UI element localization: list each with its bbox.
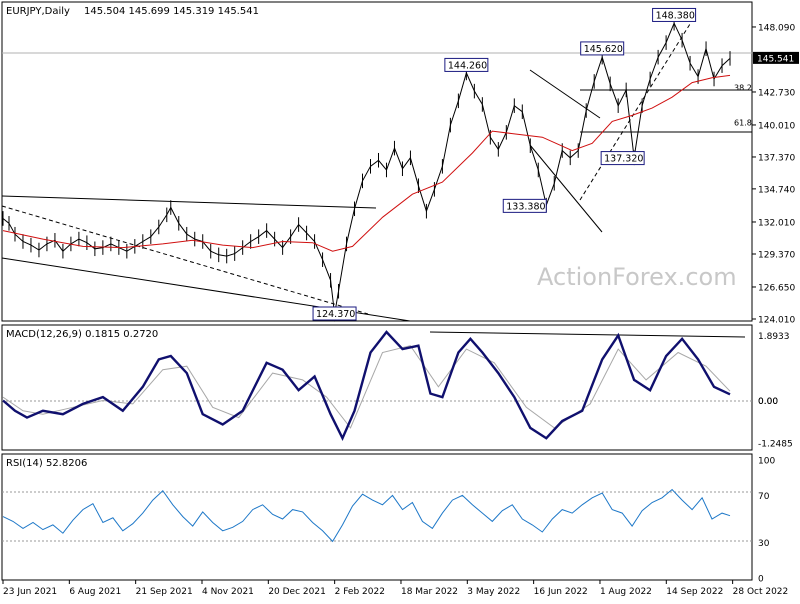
rsi-tick-label: 30: [758, 539, 770, 549]
price-tick-label: 132.010: [758, 218, 795, 228]
price-tick-label: 126.650: [758, 283, 795, 293]
macd-tick-label: -1.2485: [758, 440, 793, 450]
price-annotation-label: 133.380: [506, 201, 545, 212]
macd-line: [2, 330, 731, 442]
x-tick-label: 4 Nov 2021: [202, 587, 254, 597]
price-annotation-box: [502, 198, 547, 213]
upper-channel-line: [1, 195, 377, 209]
x-axis: 23 Jun 2021 6 Aug 2021 21 Sep 2021 4 Nov 20…: [2, 580, 789, 597]
price-tick-label: 140.010: [758, 121, 795, 131]
price-annotation-label: 137.320: [604, 154, 643, 165]
macd-signal-line: [2, 345, 731, 429]
rsi-line: [2, 488, 731, 543]
falling-wedge-bottom: [529, 144, 603, 233]
price-annotation-box: [580, 41, 625, 56]
price-header-ohlc: 145.504 145.699 145.319 145.541: [84, 6, 259, 17]
macd-tick-label: 0.00: [758, 397, 778, 407]
price-tick-label: 129.370: [758, 250, 795, 260]
annotation-layer: 148.380 145.620 144.260 137.320 133.380 124.3…: [312, 7, 752, 321]
price-tick-label: 134.740: [758, 185, 795, 195]
last-price-label: 145.541: [757, 54, 794, 64]
x-tick-label: 3 May 2022: [467, 587, 520, 597]
price-tick-label: 142.730: [758, 88, 795, 98]
price-annotation-label: 124.370: [316, 309, 355, 320]
macd-header: MACD(12,26,9) 0.1815 0.2720: [6, 329, 158, 340]
rsi-series-layer: [2, 488, 731, 543]
x-tick-label: 20 Dec 2021: [268, 587, 326, 597]
x-tick-label: 2 Feb 2022: [335, 587, 385, 597]
x-tick-label: 16 Jun 2022: [534, 587, 588, 597]
macd-zero-label: 0.00: [758, 397, 778, 407]
fib-label: 61.8: [734, 119, 752, 128]
fib-label: 38.2: [734, 83, 752, 92]
price-annotation-label: 145.620: [584, 44, 623, 55]
trendlines: [1, 23, 752, 338]
falling-wedge-top: [529, 69, 601, 119]
price-annotation-box: [312, 306, 357, 321]
price-series-layer: [2, 15, 731, 322]
moving-average-line: [2, 74, 731, 252]
watermark: ActionForex.com: [537, 263, 737, 291]
price-annotation-box: [652, 7, 697, 22]
price-annotation-label: 148.380: [656, 10, 695, 21]
macd-series-layer: [2, 330, 731, 442]
x-tick-label: 14 Sep 2022: [666, 587, 723, 597]
rsi-header: RSI(14) 52.8206: [6, 458, 87, 469]
x-tick-label: 6 Aug 2021: [69, 587, 121, 597]
x-tick-label: 28 Oct 2022: [733, 587, 789, 597]
rsi-tick-label: 0: [758, 575, 764, 585]
dashed-support-line: [1, 205, 369, 315]
rsi-panel: [1, 453, 753, 581]
rsi-tick-label: 100: [758, 457, 775, 467]
rsi-axis: 100 70 30 0: [758, 457, 775, 585]
x-tick-label: 21 Sep 2021: [136, 587, 193, 597]
macd-resistance-line: [429, 331, 746, 338]
last-price-label-bg: [753, 51, 799, 64]
x-tick-label: 1 Aug 2022: [600, 587, 652, 597]
price-tick-label: 137.370: [758, 153, 795, 163]
price-annotation-box: [444, 57, 489, 72]
price-line: [2, 21, 731, 315]
price-axis: 148.090 145.541 142.730 140.010 137.370 134.7…: [752, 23, 799, 326]
price-annotation-label: 144.260: [448, 60, 487, 71]
price-tick-label: 148.090: [758, 23, 795, 33]
macd-tick-label: 1.8933: [758, 332, 790, 342]
price-annotation-box: [600, 151, 645, 166]
rsi-tick-label: 70: [758, 492, 770, 502]
x-tick-label: 23 Jun 2021: [3, 587, 57, 597]
price-tick-label: 124.010: [758, 316, 795, 326]
price-header-symbol: EURJPY,Daily: [6, 6, 70, 17]
x-tick-label: 18 Mar 2022: [401, 587, 458, 597]
